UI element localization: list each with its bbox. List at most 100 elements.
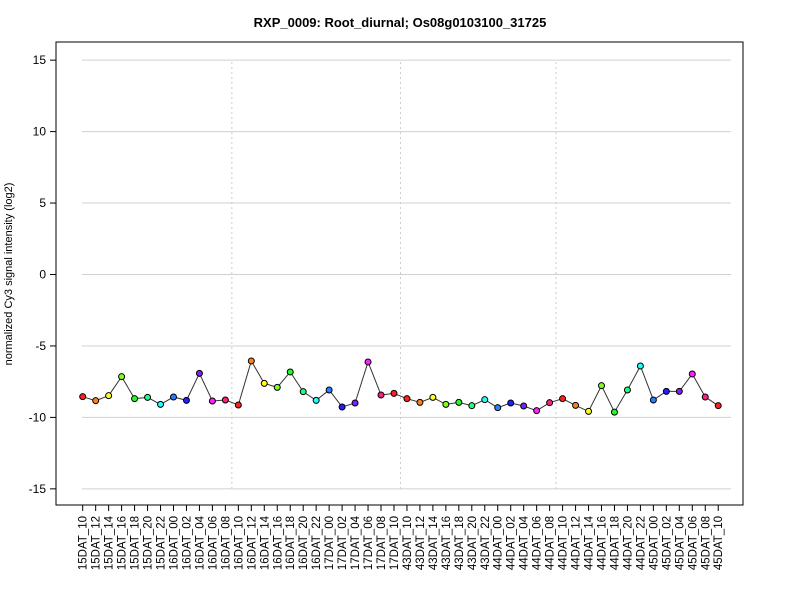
- data-point: [507, 399, 515, 407]
- data-point: [260, 379, 268, 387]
- series-line: [82, 359, 719, 414]
- x-tick-label: 44DAT_22: [635, 516, 647, 570]
- data-point: [649, 396, 657, 404]
- x-tick-label: 44DAT_04: [519, 515, 531, 570]
- x-tick-label: 43DAT_20: [467, 516, 479, 570]
- x-tick-label: 43DAT_10: [402, 516, 414, 570]
- x-tick-label: 44DAT_00: [493, 516, 505, 570]
- data-point: [131, 395, 139, 403]
- data-point: [520, 402, 528, 410]
- data-point: [390, 389, 398, 397]
- data-point: [572, 401, 580, 409]
- data-point: [636, 362, 644, 370]
- x-tick-label: 44DAT_02: [506, 516, 518, 570]
- x-tick-label: 16DAT_08: [220, 516, 232, 570]
- data-point: [675, 387, 683, 395]
- data-point: [351, 399, 359, 407]
- data-point: [546, 399, 554, 407]
- x-tick-label: 17DAT_08: [376, 516, 388, 570]
- data-point: [273, 383, 281, 391]
- x-tick-label: 16DAT_14: [259, 515, 271, 570]
- y-axis-label: normalized Cy3 signal intensity (log2): [3, 183, 15, 366]
- data-point: [221, 396, 229, 404]
- data-point: [182, 396, 190, 404]
- data-point: [299, 388, 307, 396]
- data-point: [312, 396, 320, 404]
- data-point: [598, 382, 605, 390]
- x-tick-label: 44DAT_06: [532, 516, 544, 570]
- data-point: [403, 395, 411, 403]
- x-tick-label: 16DAT_18: [285, 516, 297, 570]
- x-tick-label: 16DAT_16: [272, 516, 284, 570]
- x-tick-label: 16DAT_20: [298, 516, 310, 570]
- data-point: [416, 398, 424, 406]
- data-point: [169, 393, 177, 401]
- x-tick-label: 44DAT_20: [622, 516, 634, 570]
- data-point: [585, 407, 593, 415]
- x-tick-label: 15DAT_22: [156, 516, 168, 570]
- y-tick-label: 5: [39, 196, 46, 210]
- data-point: [234, 401, 242, 409]
- x-tick-label: 17DAT_10: [389, 516, 401, 570]
- x-tick-label: 15DAT_16: [117, 516, 129, 570]
- data-point: [364, 358, 372, 366]
- x-tick-label: 16DAT_00: [168, 516, 180, 570]
- x-tick-label: 16DAT_06: [207, 516, 219, 570]
- x-tick-label: 45DAT_04: [674, 515, 686, 570]
- x-tick-label: 45DAT_00: [648, 516, 660, 570]
- data-point: [481, 396, 489, 404]
- x-tick-label: 43DAT_16: [441, 516, 453, 570]
- data-point: [79, 393, 87, 401]
- data-point: [688, 370, 696, 378]
- data-point: [144, 393, 152, 401]
- data-point: [157, 400, 165, 408]
- y-tick-label: 15: [33, 53, 47, 67]
- y-tick-label: -5: [35, 339, 46, 353]
- x-tick-label: 16DAT_02: [181, 516, 193, 570]
- x-tick-label: 17DAT_04: [350, 515, 362, 570]
- data-point: [105, 392, 113, 400]
- data-point: [468, 402, 476, 410]
- y-tick-label: -15: [29, 482, 47, 496]
- y-tick-label: 10: [33, 125, 47, 139]
- x-tick-label: 15DAT_12: [91, 516, 103, 570]
- y-tick-label: -10: [29, 410, 47, 424]
- x-tick-label: 16DAT_10: [233, 516, 245, 570]
- x-tick-label: 44DAT_14: [584, 515, 596, 570]
- x-tick-label: 17DAT_00: [324, 516, 336, 570]
- data-point: [429, 393, 437, 401]
- x-tick-label: 16DAT_22: [311, 516, 323, 570]
- data-point: [325, 386, 333, 394]
- data-point: [286, 368, 294, 376]
- x-tick-label: 15DAT_18: [130, 516, 142, 570]
- data-point: [338, 403, 346, 411]
- data-point: [377, 391, 385, 399]
- y-tick-label: 0: [39, 268, 46, 282]
- data-point: [623, 386, 631, 394]
- data-point: [442, 400, 450, 408]
- data-point: [247, 357, 255, 365]
- x-tick-label: 44DAT_08: [545, 516, 557, 570]
- x-tick-label: 16DAT_04: [194, 515, 206, 570]
- x-tick-label: 44DAT_16: [597, 516, 609, 570]
- data-point: [701, 393, 709, 401]
- data-point: [662, 387, 670, 395]
- x-tick-label: 15DAT_14: [104, 515, 116, 570]
- data-point: [455, 398, 463, 406]
- x-tick-label: 44DAT_18: [609, 516, 621, 570]
- data-point: [533, 407, 541, 415]
- x-tick-label: 17DAT_06: [363, 516, 375, 570]
- x-tick-label: 44DAT_12: [571, 516, 583, 570]
- data-point: [92, 397, 100, 405]
- x-tick-label: 43DAT_18: [454, 516, 466, 570]
- data-point: [559, 395, 567, 403]
- x-tick-label: 43DAT_12: [415, 516, 427, 570]
- data-point: [208, 397, 216, 405]
- data-point: [610, 408, 618, 416]
- data-point: [714, 402, 722, 410]
- data-point: [195, 369, 203, 377]
- plot-frame: [55, 41, 744, 506]
- x-tick-label: 16DAT_12: [246, 516, 258, 570]
- x-tick-label: 43DAT_22: [480, 516, 492, 570]
